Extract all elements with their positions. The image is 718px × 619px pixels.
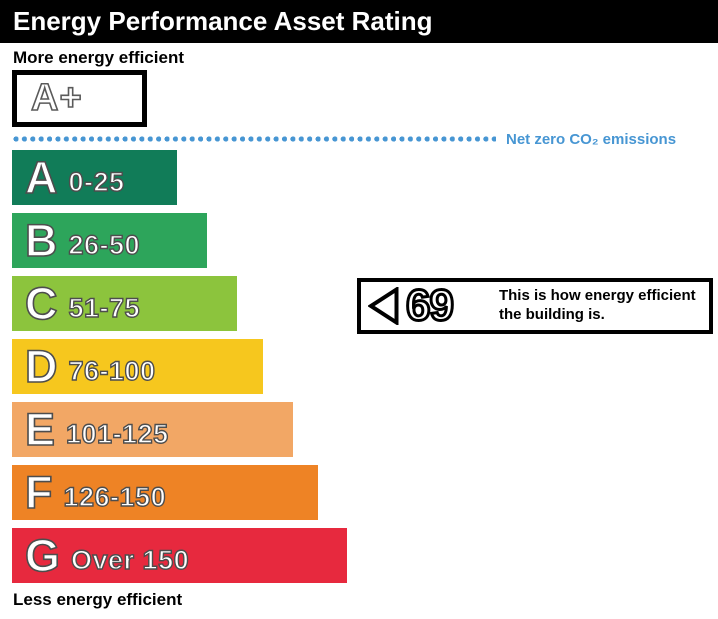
title-bar: Energy Performance Asset Rating (0, 0, 718, 43)
band-a-plus-letter: A+ (30, 76, 83, 120)
band-g: G Over 150 (12, 528, 347, 583)
band-c: C 51-75 (12, 276, 237, 331)
less-efficient-label: Less energy efficient (13, 590, 183, 609)
band-f: F 126-150 (12, 465, 318, 520)
band-d-letter: D (24, 341, 58, 392)
page-title: Energy Performance Asset Rating (13, 6, 433, 36)
band-b: B 26-50 (12, 213, 207, 268)
band-b-letter: B (24, 215, 58, 266)
band-d: D 76-100 (12, 339, 263, 394)
more-efficient-label: More energy efficient (13, 48, 184, 67)
current-rating-value: 69 (405, 281, 456, 330)
band-b-range: 26-50 (68, 230, 141, 260)
band-c-range: 51-75 (68, 293, 141, 323)
band-c-letter: C (24, 278, 58, 329)
rating-bands: A 0-25 B 26-50 C 51-75 D 76-100 E 101-12… (12, 150, 347, 591)
band-a-plus: A+ (12, 70, 147, 127)
band-a-range: 0-25 (68, 167, 125, 197)
band-e: E 101-125 (12, 402, 293, 457)
band-g-letter: G (24, 530, 61, 581)
netzero-label: Net zero CO₂ emissions (506, 130, 677, 148)
band-e-letter: E (24, 404, 56, 455)
band-d-range: 76-100 (68, 356, 156, 386)
band-a-letter: A (24, 152, 58, 203)
band-f-letter: F (24, 467, 53, 518)
band-g-range: Over 150 (70, 545, 190, 575)
current-rating-indicator: 69 This is how energy efficient the buil… (357, 278, 713, 334)
band-e-range: 101-125 (65, 419, 169, 449)
current-rating-note: This is how energy efficient the buildin… (498, 287, 696, 323)
left-arrow-icon (368, 287, 399, 325)
dotted-line (12, 135, 496, 143)
band-f-range: 126-150 (63, 482, 167, 512)
net-zero-line: Net zero CO₂ emissions (12, 130, 712, 148)
band-a: A 0-25 (12, 150, 177, 205)
